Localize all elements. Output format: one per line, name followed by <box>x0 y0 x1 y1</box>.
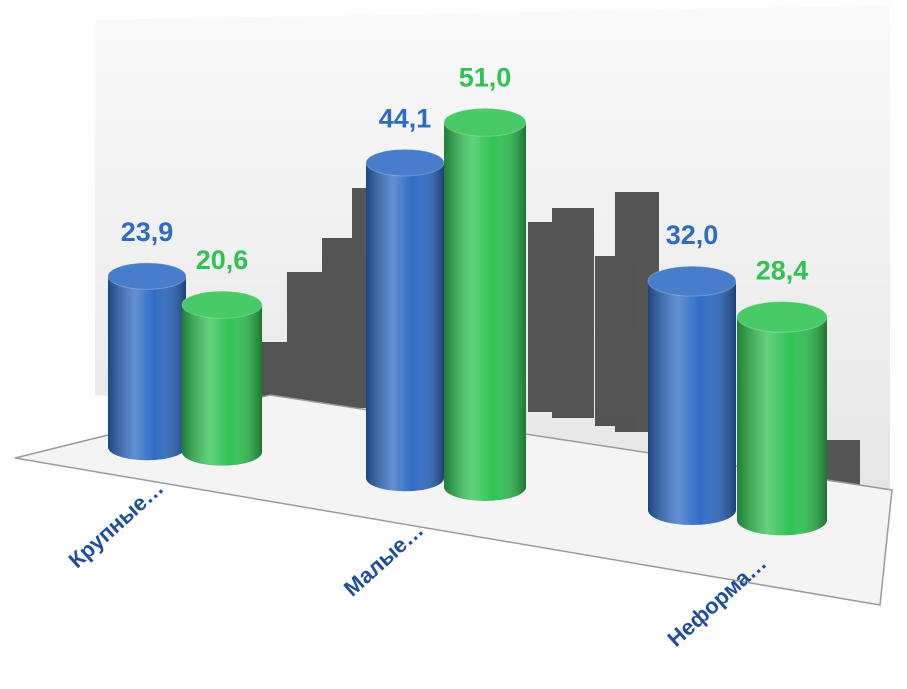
value-label: 44,1 <box>379 103 432 133</box>
cylinder-top <box>647 265 737 297</box>
cylinder-top-light <box>444 108 526 137</box>
value-label: 32,0 <box>666 220 719 250</box>
cylinder <box>365 148 445 492</box>
cylinder-top <box>181 290 263 319</box>
bar-shade <box>648 281 736 510</box>
bar-shade <box>737 316 827 520</box>
cylinder-top-light <box>737 301 827 333</box>
cylinder-top <box>736 301 828 333</box>
cylinder-top-light <box>182 291 262 319</box>
cylinder-top-light <box>648 266 736 297</box>
cylinder-top <box>443 107 527 137</box>
x-tick-label: Малые… <box>339 517 428 601</box>
cylinder <box>443 107 527 501</box>
cylinder <box>736 301 828 536</box>
value-label: 20,6 <box>196 245 249 275</box>
value-label: 51,0 <box>459 62 512 92</box>
cylinder-top-light <box>366 149 444 176</box>
bar-shade <box>366 162 444 478</box>
bar-shade <box>444 122 526 487</box>
cylinder <box>107 262 187 461</box>
bar-shade <box>182 304 262 452</box>
x-tick-label: Крупные… <box>64 475 169 573</box>
plot: Крупные… Малые… Неформа…23,920,644,151,032… <box>64 62 828 652</box>
bar-shade <box>108 276 186 447</box>
value-label: 23,9 <box>121 217 174 247</box>
value-label: 28,4 <box>756 256 809 286</box>
cylinder <box>181 290 263 466</box>
cylinder-top-light <box>108 262 186 290</box>
cylinder <box>647 265 737 525</box>
cylinder-top <box>107 262 187 290</box>
